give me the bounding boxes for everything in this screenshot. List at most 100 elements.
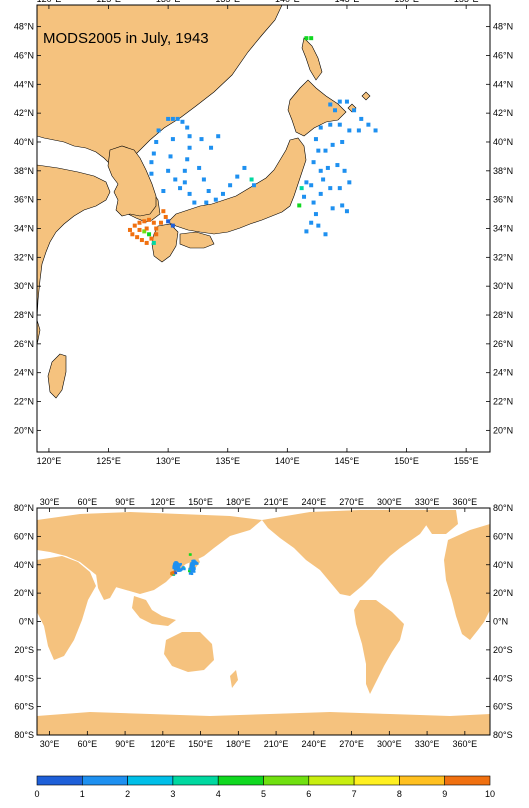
observation-cell (188, 569, 191, 573)
observation-cell (189, 553, 192, 556)
observation-cell (337, 99, 342, 104)
lat-tick-label: 42°N (14, 108, 34, 118)
global-ticks: 30°E 30°E 60°E 60°E 90°E 90°E 120°E 120°E 150°E 1… (14, 497, 513, 749)
observation-cell (176, 569, 180, 572)
colorbar-swatch (399, 775, 445, 786)
lat-tick-label: 36°N (493, 195, 513, 205)
observation-cell (328, 186, 333, 191)
lon-tick-label: 300°E (377, 497, 402, 507)
observation-cell (356, 128, 361, 133)
lon-tick-label: 130°E (156, 456, 181, 466)
observation-cell (188, 572, 192, 575)
observation-cell (130, 232, 135, 237)
regional-land (37, 5, 371, 399)
observation-cell (166, 219, 171, 224)
colorbar-swatch (127, 775, 174, 786)
observation-cell (170, 137, 175, 142)
lon-tick-label: 60°E (78, 739, 98, 749)
observation-cell (251, 183, 256, 188)
lon-tick-label: 150°E (188, 497, 213, 507)
observation-cell (154, 232, 159, 237)
lon-tick-label: 30°E (40, 497, 60, 507)
lon-tick-label: 210°E (264, 739, 289, 749)
lat-tick-label: 0°N (19, 617, 34, 627)
lon-tick-label: 125°E (96, 456, 121, 466)
observation-cell (182, 180, 187, 185)
lat-tick-label: 36°N (14, 195, 34, 205)
colorbar-label: 2 (125, 789, 130, 799)
lat-tick-label: 46°N (493, 50, 513, 60)
lon-tick-label: 150°E (188, 739, 213, 749)
observation-cell (323, 232, 328, 237)
observation-cell (209, 145, 214, 150)
land-south-china (37, 319, 41, 346)
observation-cell (149, 160, 154, 165)
lat-tick-label: 20°S (14, 645, 34, 655)
lat-tick-label: 80°S (493, 730, 513, 740)
observation-cell (313, 212, 318, 217)
observation-cell (201, 177, 206, 182)
regional-map: 120°E 120°E 125°E 125°E 130°E 130°E 135°E 135°E… (14, 0, 513, 466)
lon-tick-label: 125°E (96, 0, 121, 4)
observation-cell (311, 160, 316, 165)
lon-tick-label: 140°E (275, 456, 300, 466)
lon-tick-label: 155°E (454, 0, 479, 4)
observation-cell (190, 567, 193, 570)
observation-cell (137, 227, 142, 232)
observation-cell (166, 168, 171, 173)
colorbar-label: 10 (485, 789, 495, 799)
observation-cell (302, 194, 307, 199)
land-sakhalin (301, 37, 323, 81)
observation-cell (235, 174, 240, 179)
observation-cell (299, 186, 304, 191)
observation-cell (323, 148, 328, 153)
observation-cell (180, 119, 185, 124)
lat-tick-label: 30°N (493, 281, 513, 291)
lat-tick-label: 26°N (14, 339, 34, 349)
observation-cell (127, 227, 132, 232)
lat-tick-label: 28°N (493, 310, 513, 320)
observation-cell (137, 220, 142, 225)
observation-cell (196, 562, 199, 565)
observation-cell (342, 168, 347, 173)
land-new-zealand (230, 670, 238, 688)
lon-tick-label: 240°E (302, 497, 327, 507)
observation-cell (151, 240, 156, 245)
observation-cell (309, 220, 314, 225)
lon-tick-label: 270°E (339, 497, 364, 507)
lat-tick-label: 60°S (14, 702, 34, 712)
observation-cell (163, 214, 168, 219)
land-south-america (354, 600, 404, 694)
observation-cell (154, 226, 159, 231)
lon-tick-label: 135°E (215, 0, 240, 4)
lat-tick-label: 60°N (493, 531, 513, 541)
observation-cell (204, 200, 209, 205)
observation-cell (304, 180, 309, 185)
lat-tick-label: 34°N (14, 224, 34, 234)
regional-observations (127, 36, 378, 245)
lat-tick-label: 48°N (14, 22, 34, 32)
observation-cell (359, 116, 364, 121)
observation-cell (172, 566, 175, 570)
lat-tick-label: 40°S (14, 673, 34, 683)
observation-cell (330, 142, 335, 147)
observation-cell (166, 116, 171, 121)
land-shikoku (179, 231, 215, 249)
observation-cell (192, 563, 195, 566)
lat-tick-label: 38°N (493, 166, 513, 176)
observation-cell (313, 137, 318, 142)
observation-cell (185, 157, 190, 162)
colorbar-swatch (36, 775, 83, 786)
observation-cell (344, 99, 349, 104)
colorbar-label: 1 (80, 789, 85, 799)
observation-cell (335, 163, 340, 168)
lat-tick-label: 42°N (493, 108, 513, 118)
lat-tick-label: 20°N (493, 588, 513, 598)
colorbar-label: 0 (34, 789, 39, 799)
lat-tick-label: 20°N (14, 425, 34, 435)
lat-tick-label: 60°N (14, 531, 34, 541)
lon-tick-label: 330°E (415, 739, 440, 749)
colorbar-swatch (82, 775, 128, 786)
observation-cell (175, 568, 178, 571)
lat-tick-label: 20°N (493, 425, 513, 435)
